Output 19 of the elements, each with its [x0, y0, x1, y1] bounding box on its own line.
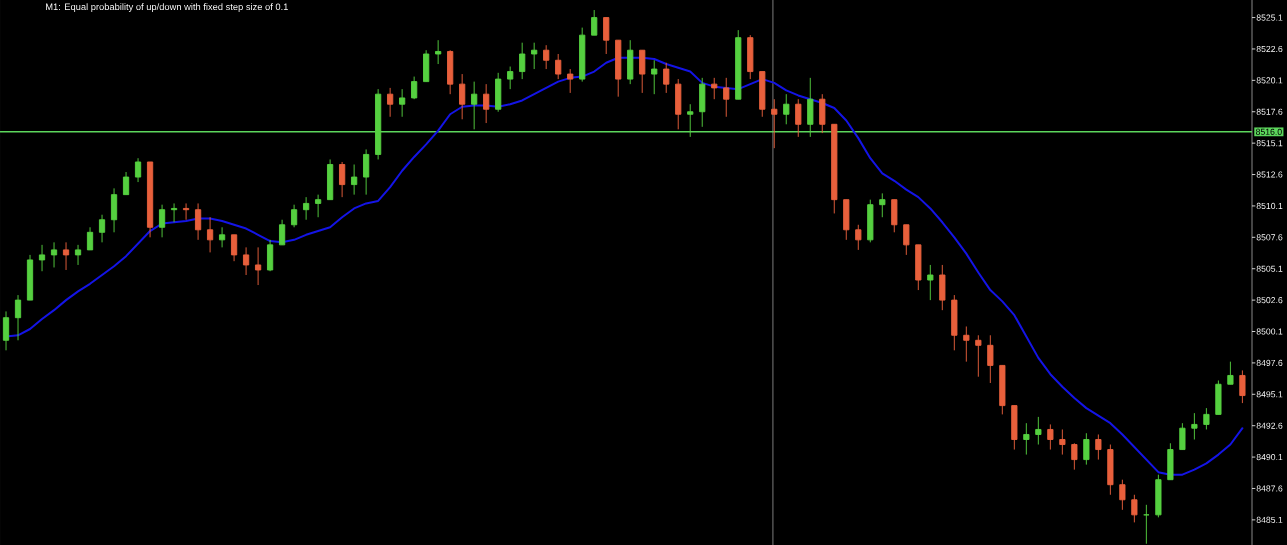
y-tick-label: 8517.6: [1256, 108, 1283, 115]
y-tick-label: 8487.6: [1256, 485, 1283, 492]
y-tick-label: 8512.6: [1256, 171, 1283, 178]
y-tick-label: 8520.1: [1256, 77, 1283, 84]
y-tick-label: 8510.1: [1256, 202, 1283, 209]
y-tick-label: 8502.6: [1256, 297, 1283, 304]
chart-title: M1: Equal probability of up/down with fixed step size of 0.1: [46, 3, 288, 12]
y-tick-label: 8525.1: [1256, 14, 1283, 21]
y-tick-label: 8505.1: [1256, 265, 1283, 272]
y-tick-label: 8485.1: [1256, 516, 1283, 523]
y-tick-label: 8497.6: [1256, 359, 1283, 366]
ref-line-label: 8516.0: [1255, 128, 1282, 135]
y-tick-label: 8495.1: [1256, 391, 1283, 398]
y-tick-label: 8515.1: [1256, 140, 1283, 147]
y-tick-label: 8522.6: [1256, 45, 1283, 53]
y-tick-label: 8492.6: [1256, 422, 1283, 429]
y-tick-label: 8500.1: [1256, 328, 1283, 335]
y-tick-label: 8507.6: [1256, 234, 1283, 241]
y-tick-label: 8490.1: [1256, 454, 1283, 461]
